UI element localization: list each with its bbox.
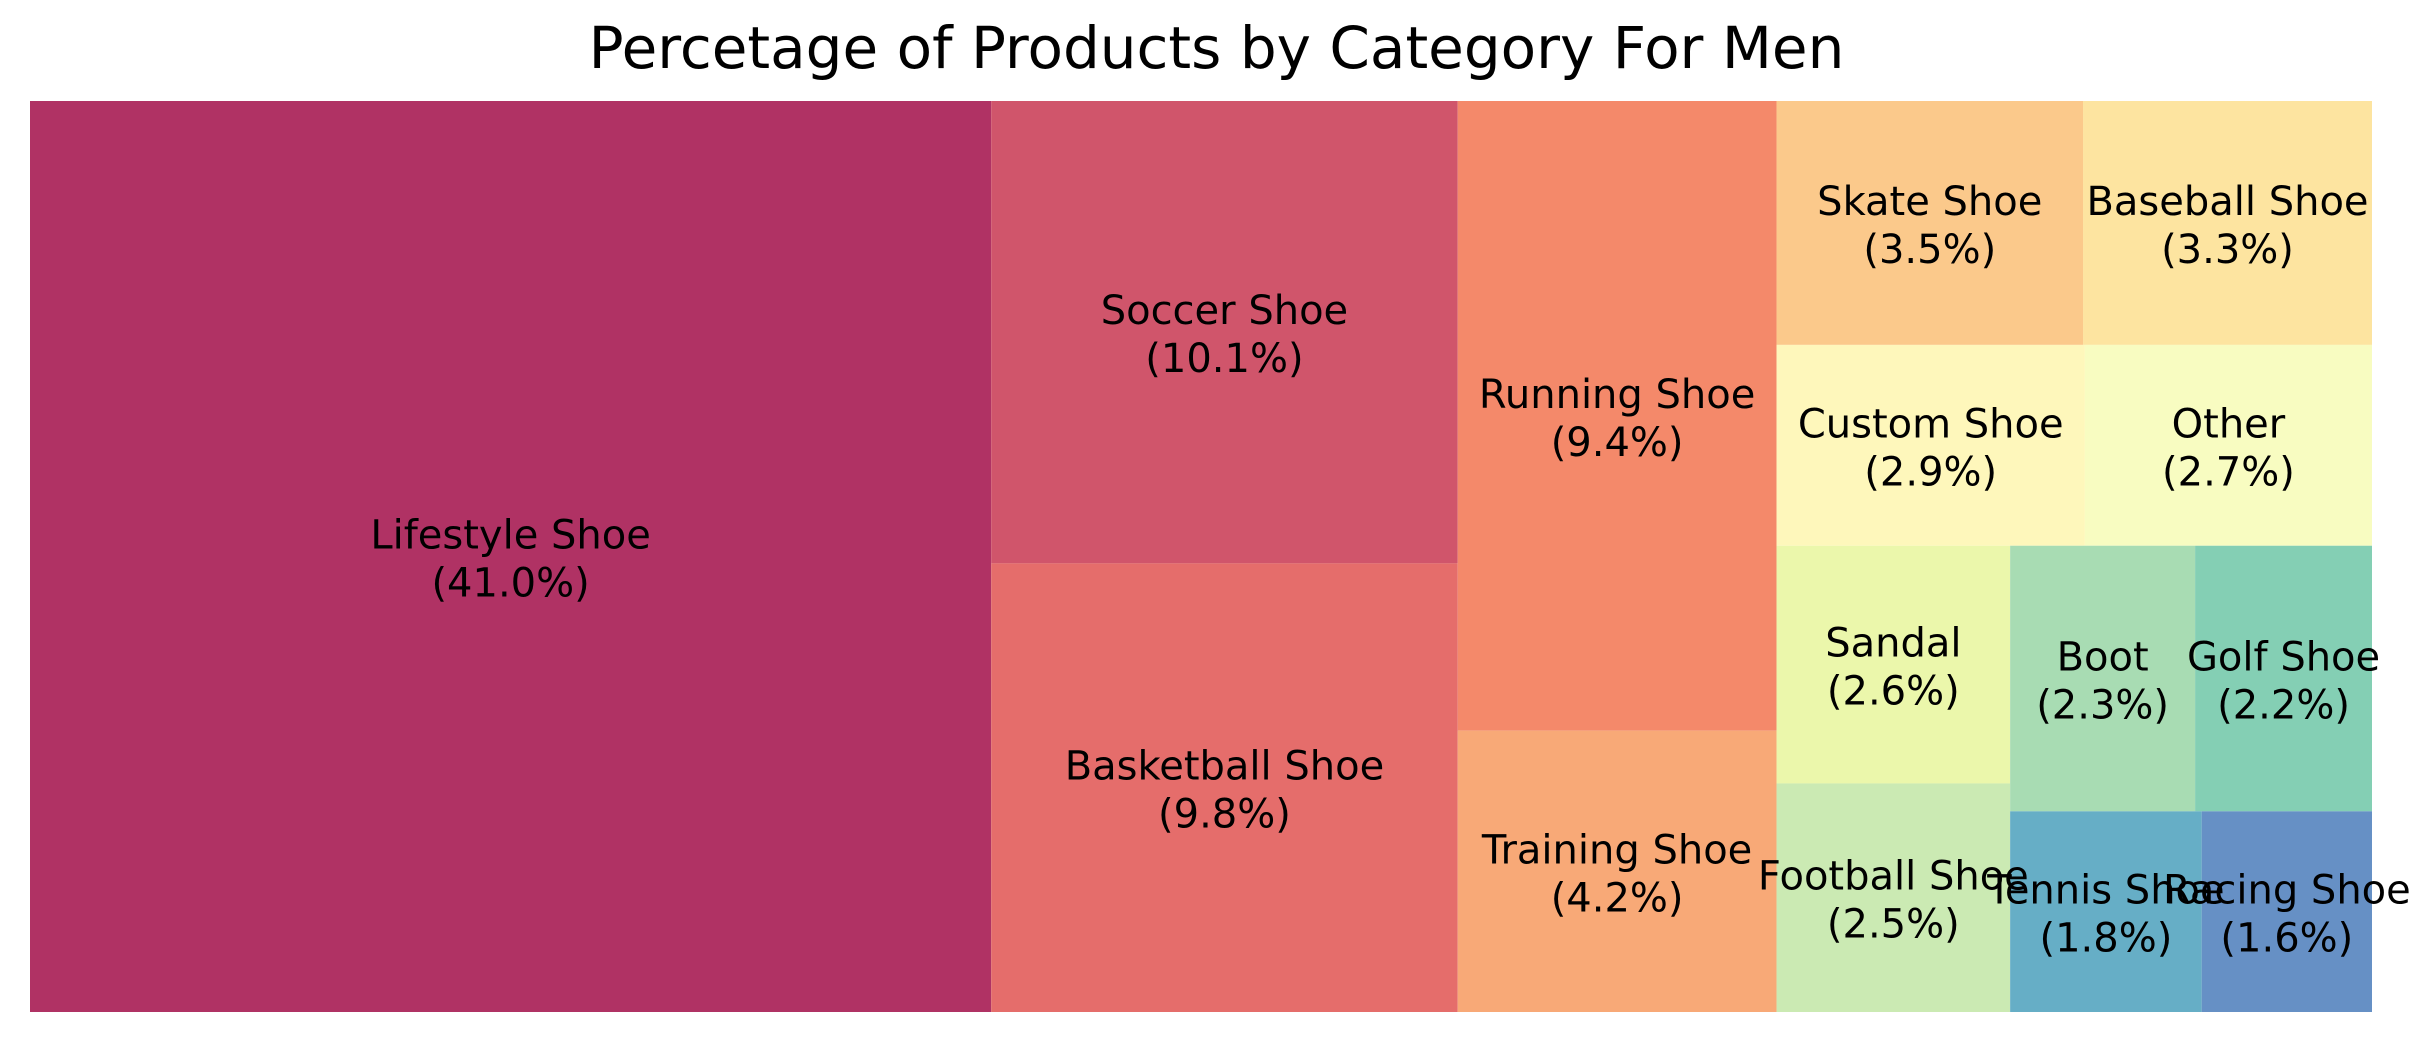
tile-training-shoe	[1457, 730, 1777, 1012]
tile-label-boot: Boot (2.3%)	[2036, 635, 2169, 729]
tile-other	[2084, 344, 2372, 546]
tile-label-sandal: Sandal (2.6%)	[1825, 621, 1961, 715]
tile-skate-shoe	[1776, 101, 2084, 345]
tile-label-soccer-shoe: Soccer Shoe (10.1%)	[1101, 288, 1348, 382]
tile-label-golf-shoe: Golf Shoe (2.2%)	[2187, 635, 2380, 729]
tile-category-custom-shoe: Custom Shoe	[1798, 401, 2064, 447]
tile-category-football-shoe: Football Shoe	[1758, 854, 2029, 900]
tile-label-skate-shoe: Skate Shoe (3.5%)	[1817, 179, 2042, 273]
tile-label-tennis-shoe: Tennis Shoe (1.8%)	[1986, 868, 2224, 962]
tile-label-baseball-shoe: Baseball Shoe (3.3%)	[2086, 179, 2368, 273]
tile-category-basketball-shoe: Basketball Shoe	[1065, 744, 1385, 790]
tile-category-golf-shoe: Golf Shoe	[2187, 635, 2380, 681]
tile-label-running-shoe: Running Shoe (9.4%)	[1479, 372, 1755, 466]
tile-percent-custom-shoe: (2.9%)	[1864, 449, 1997, 495]
tile-label-basketball-shoe: Basketball Shoe (9.8%)	[1065, 744, 1385, 838]
tile-percent-sandal: (2.6%)	[1827, 669, 1960, 715]
tile-running-shoe	[1457, 101, 1777, 731]
tile-label-custom-shoe: Custom Shoe (2.9%)	[1798, 401, 2064, 495]
tile-percent-baseball-shoe: (3.3%)	[2161, 227, 2294, 273]
tile-basketball-shoe	[991, 563, 1458, 1012]
tile-percent-running-shoe: (9.4%)	[1551, 420, 1684, 466]
tile-label-racing-shoe: Racing Shoe (1.6%)	[2163, 868, 2411, 962]
tile-category-skate-shoe: Skate Shoe	[1817, 179, 2042, 225]
tile-percent-skate-shoe: (3.5%)	[1863, 227, 1996, 273]
tile-category-racing-shoe: Racing Shoe	[2163, 868, 2411, 914]
tile-lifestyle-shoe	[30, 101, 992, 1012]
tile-category-baseball-shoe: Baseball Shoe	[2086, 179, 2368, 225]
treemap-tiles	[30, 101, 2372, 1012]
tile-percent-basketball-shoe: (9.8%)	[1158, 792, 1291, 838]
tile-racing-shoe	[2201, 811, 2372, 1012]
chart-title: Percetage of Products by Category For Me…	[588, 14, 1845, 82]
tile-percent-lifestyle-shoe: (41.0%)	[431, 561, 589, 607]
tile-percent-golf-shoe: (2.2%)	[2217, 683, 2350, 729]
tile-custom-shoe	[1776, 344, 2085, 546]
tile-tennis-shoe	[2010, 811, 2202, 1012]
tile-percent-boot: (2.3%)	[2036, 683, 2169, 729]
tile-percent-training-shoe: (4.2%)	[1551, 875, 1684, 921]
tile-percent-soccer-shoe: (10.1%)	[1145, 336, 1303, 382]
tile-label-football-shoe: Football Shoe (2.5%)	[1758, 854, 2029, 948]
tile-sandal	[1776, 545, 2011, 784]
tile-label-lifestyle-shoe: Lifestyle Shoe (41.0%)	[370, 513, 651, 607]
tile-category-running-shoe: Running Shoe	[1479, 372, 1755, 418]
tile-category-boot: Boot	[2057, 635, 2149, 681]
tile-label-training-shoe: Training Shoe (4.2%)	[1481, 827, 1752, 921]
treemap-labels: Lifestyle Shoe (41.0%) Soccer Shoe (10.1%) B…	[370, 179, 2410, 962]
tile-category-tennis-shoe: Tennis Shoe	[1986, 868, 2224, 914]
tile-percent-other: (2.7%)	[2162, 449, 2295, 495]
tile-category-training-shoe: Training Shoe	[1481, 827, 1752, 873]
tile-category-lifestyle-shoe: Lifestyle Shoe	[370, 513, 651, 559]
tile-category-other: Other	[2172, 401, 2286, 447]
tile-soccer-shoe	[991, 101, 1458, 564]
tile-boot	[2010, 545, 2196, 812]
tile-percent-racing-shoe: (1.6%)	[2220, 916, 2353, 962]
tile-football-shoe	[1776, 783, 2011, 1012]
tile-percent-football-shoe: (2.5%)	[1827, 902, 1960, 948]
tile-category-soccer-shoe: Soccer Shoe	[1101, 288, 1348, 334]
tile-label-other: Other (2.7%)	[2162, 401, 2295, 495]
tile-baseball-shoe	[2083, 101, 2372, 345]
tile-golf-shoe	[2195, 545, 2372, 812]
tile-percent-tennis-shoe: (1.8%)	[2040, 916, 2173, 962]
tile-category-sandal: Sandal	[1825, 621, 1961, 667]
